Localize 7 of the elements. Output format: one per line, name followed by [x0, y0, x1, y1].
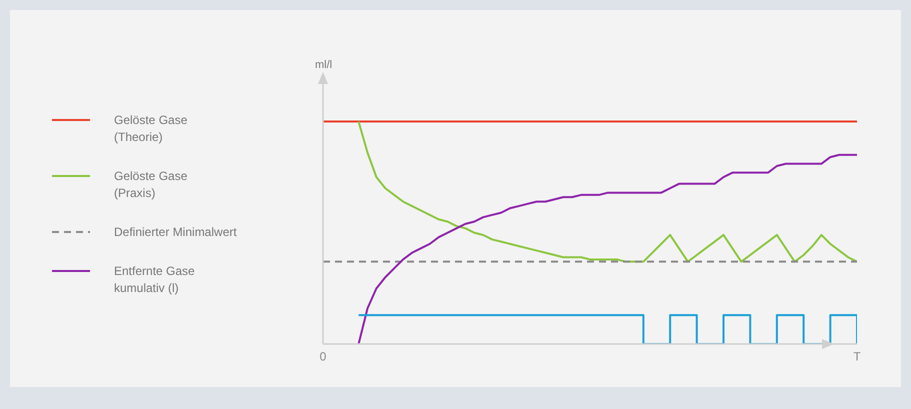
y-axis-title: ml/l [315, 59, 332, 71]
x-tick-label: T [853, 350, 862, 364]
legend-label: Entfernte Gase kumulativ (l) [114, 263, 195, 297]
x-tick-label: 0 [320, 350, 327, 364]
legend-label: Definierter Minimalwert [114, 224, 237, 241]
legend-label: Gelöste Gase (Theorie) [114, 112, 188, 146]
legend-label: Gelöste Gase (Praxis) [114, 168, 188, 202]
